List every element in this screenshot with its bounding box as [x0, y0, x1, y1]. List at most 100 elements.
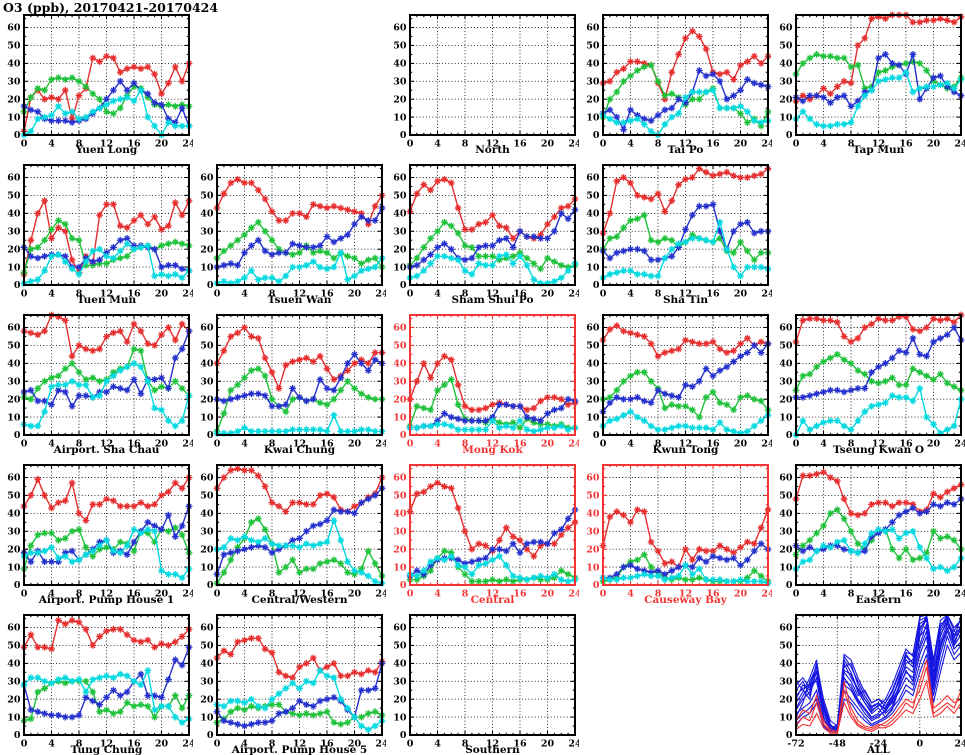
plot-frame	[409, 464, 576, 586]
series-blue	[406, 395, 579, 432]
svg-text:12: 12	[293, 589, 306, 600]
svg-text:20: 20	[155, 439, 169, 450]
svg-text:24: 24	[954, 139, 965, 150]
series-cyan	[20, 360, 193, 430]
svg-text:0: 0	[400, 130, 407, 141]
svg-text:60: 60	[779, 623, 793, 634]
gridlines	[796, 465, 961, 585]
series-green	[792, 351, 965, 394]
svg-text:16: 16	[127, 289, 141, 300]
svg-text:40: 40	[200, 509, 214, 520]
gridlines	[410, 15, 575, 135]
series-lines	[20, 197, 193, 287]
svg-text:0: 0	[793, 589, 800, 600]
chart-title: Tsuen Wan	[268, 294, 332, 305]
svg-text:30: 30	[779, 77, 793, 88]
series-lines	[795, 612, 962, 734]
svg-text:10: 10	[200, 562, 214, 573]
svg-text:8: 8	[655, 289, 662, 300]
svg-text:0: 0	[593, 580, 600, 591]
svg-text:4: 4	[627, 589, 634, 600]
chart-southern: 0 10 20 30 40 50 60 0 4 8 12 16 20 24 Southern	[393, 614, 579, 755]
svg-text:12: 12	[486, 439, 499, 450]
cell-southern: 0 10 20 30 40 50 60 0 4 8 12 16 20 24 Southern	[386, 608, 579, 755]
cell-north: 0 10 20 30 40 50 60 0 4 8 12 16 20 24 North	[386, 8, 579, 155]
svg-text:60: 60	[393, 323, 407, 334]
svg-text:50: 50	[586, 41, 600, 52]
svg-text:0: 0	[214, 589, 221, 600]
chart-title: Airport. Pump House 1	[38, 594, 174, 605]
svg-text:20: 20	[7, 244, 21, 255]
cell-causeway-bay: 0 10 20 30 40 50 60 0 4 8 12 16 20 24 Causeway Bay	[579, 458, 772, 605]
svg-text:20: 20	[7, 94, 21, 105]
svg-text:4: 4	[241, 439, 248, 450]
svg-text:16: 16	[706, 439, 720, 450]
chart-tsuen-wan: 0 10 20 30 40 50 60 0 4 8 12 16 20 24 Tsuen Wan	[200, 164, 386, 305]
svg-text:20: 20	[541, 139, 555, 150]
svg-text:40: 40	[7, 509, 21, 520]
plot-frame	[216, 164, 383, 286]
chart-kwai-chung: 0 10 20 30 40 50 60 0 4 8 12 16 20 24 Kwai Chung	[200, 314, 386, 455]
svg-text:12: 12	[293, 739, 306, 750]
svg-text:12: 12	[293, 439, 306, 450]
svg-text:8: 8	[269, 739, 276, 750]
svg-text:10: 10	[779, 112, 793, 123]
series-cyan	[20, 86, 193, 139]
svg-text:12: 12	[100, 739, 113, 750]
svg-text:60: 60	[393, 473, 407, 484]
svg-text:4: 4	[241, 589, 248, 600]
cell-sham-shui-po: 0 10 20 30 40 50 60 0 4 8 12 16 20 24 Sham Shui Po	[386, 158, 579, 305]
plot-frame	[23, 614, 190, 736]
series-blue	[20, 77, 193, 130]
svg-text:50: 50	[200, 491, 214, 502]
svg-text:50: 50	[586, 341, 600, 352]
svg-text:12: 12	[100, 439, 113, 450]
plot-frame	[216, 464, 383, 586]
svg-text:8: 8	[655, 589, 662, 600]
plot-frame	[602, 164, 769, 286]
svg-text:20: 20	[348, 289, 362, 300]
svg-text:50: 50	[393, 341, 407, 352]
svg-text:20: 20	[393, 394, 407, 405]
svg-text:8: 8	[269, 289, 276, 300]
chart-title: Tuen Mun	[77, 294, 137, 305]
svg-text:8: 8	[269, 589, 276, 600]
svg-text:16: 16	[899, 589, 913, 600]
series-red	[795, 666, 962, 733]
plot-frame	[602, 14, 769, 136]
svg-text:16: 16	[513, 439, 527, 450]
svg-text:24: 24	[761, 289, 772, 300]
series-lines	[792, 468, 965, 575]
svg-text:8: 8	[76, 289, 83, 300]
svg-text:20: 20	[155, 589, 169, 600]
chart-eastern: 0 10 20 30 40 50 60 0 4 8 12 16 20 24 Eastern	[779, 464, 965, 605]
gridlines	[24, 615, 189, 735]
series-cyan	[792, 68, 965, 130]
gridlines	[603, 165, 768, 285]
cell-all: 0 10 20 30 40 50 60 -72 -48 -24 0 24 ALL	[772, 608, 965, 755]
axis-labels: 0 10 20 30 40 50 60 0 4 8 12 16 20 24	[586, 23, 772, 150]
svg-text:10: 10	[586, 562, 600, 573]
gridlines	[796, 315, 961, 435]
cell-tap-mun: 0 10 20 30 40 50 60 0 4 8 12 16 20 24 Tap Mun	[772, 8, 965, 155]
axis-labels: 0 10 20 30 40 50 60 0 4 8 12 16 20 24	[586, 173, 772, 300]
series-red	[599, 322, 772, 360]
chart-tap-mun: 0 10 20 30 40 50 60 0 4 8 12 16 20 24 Tap Mun	[779, 11, 965, 155]
svg-text:0: 0	[14, 130, 21, 141]
series-cyan	[213, 249, 386, 287]
chart-yuen-long: 0 10 20 30 40 50 60 0 4 8 12 16 20 24 Yuen Long	[7, 14, 193, 155]
svg-text:40: 40	[586, 509, 600, 520]
series-lines	[406, 352, 579, 435]
svg-text:60: 60	[586, 323, 600, 334]
svg-text:16: 16	[706, 589, 720, 600]
svg-text:50: 50	[7, 491, 21, 502]
chart-north: 0 10 20 30 40 50 60 0 4 8 12 16 20 24 North	[393, 14, 579, 155]
svg-text:16: 16	[320, 589, 334, 600]
series-blue	[406, 206, 579, 271]
plot-frame	[409, 314, 576, 436]
series-green	[599, 211, 772, 264]
svg-text:20: 20	[541, 589, 555, 600]
series-red	[792, 311, 965, 346]
svg-text:0: 0	[600, 589, 607, 600]
svg-text:30: 30	[393, 377, 407, 388]
